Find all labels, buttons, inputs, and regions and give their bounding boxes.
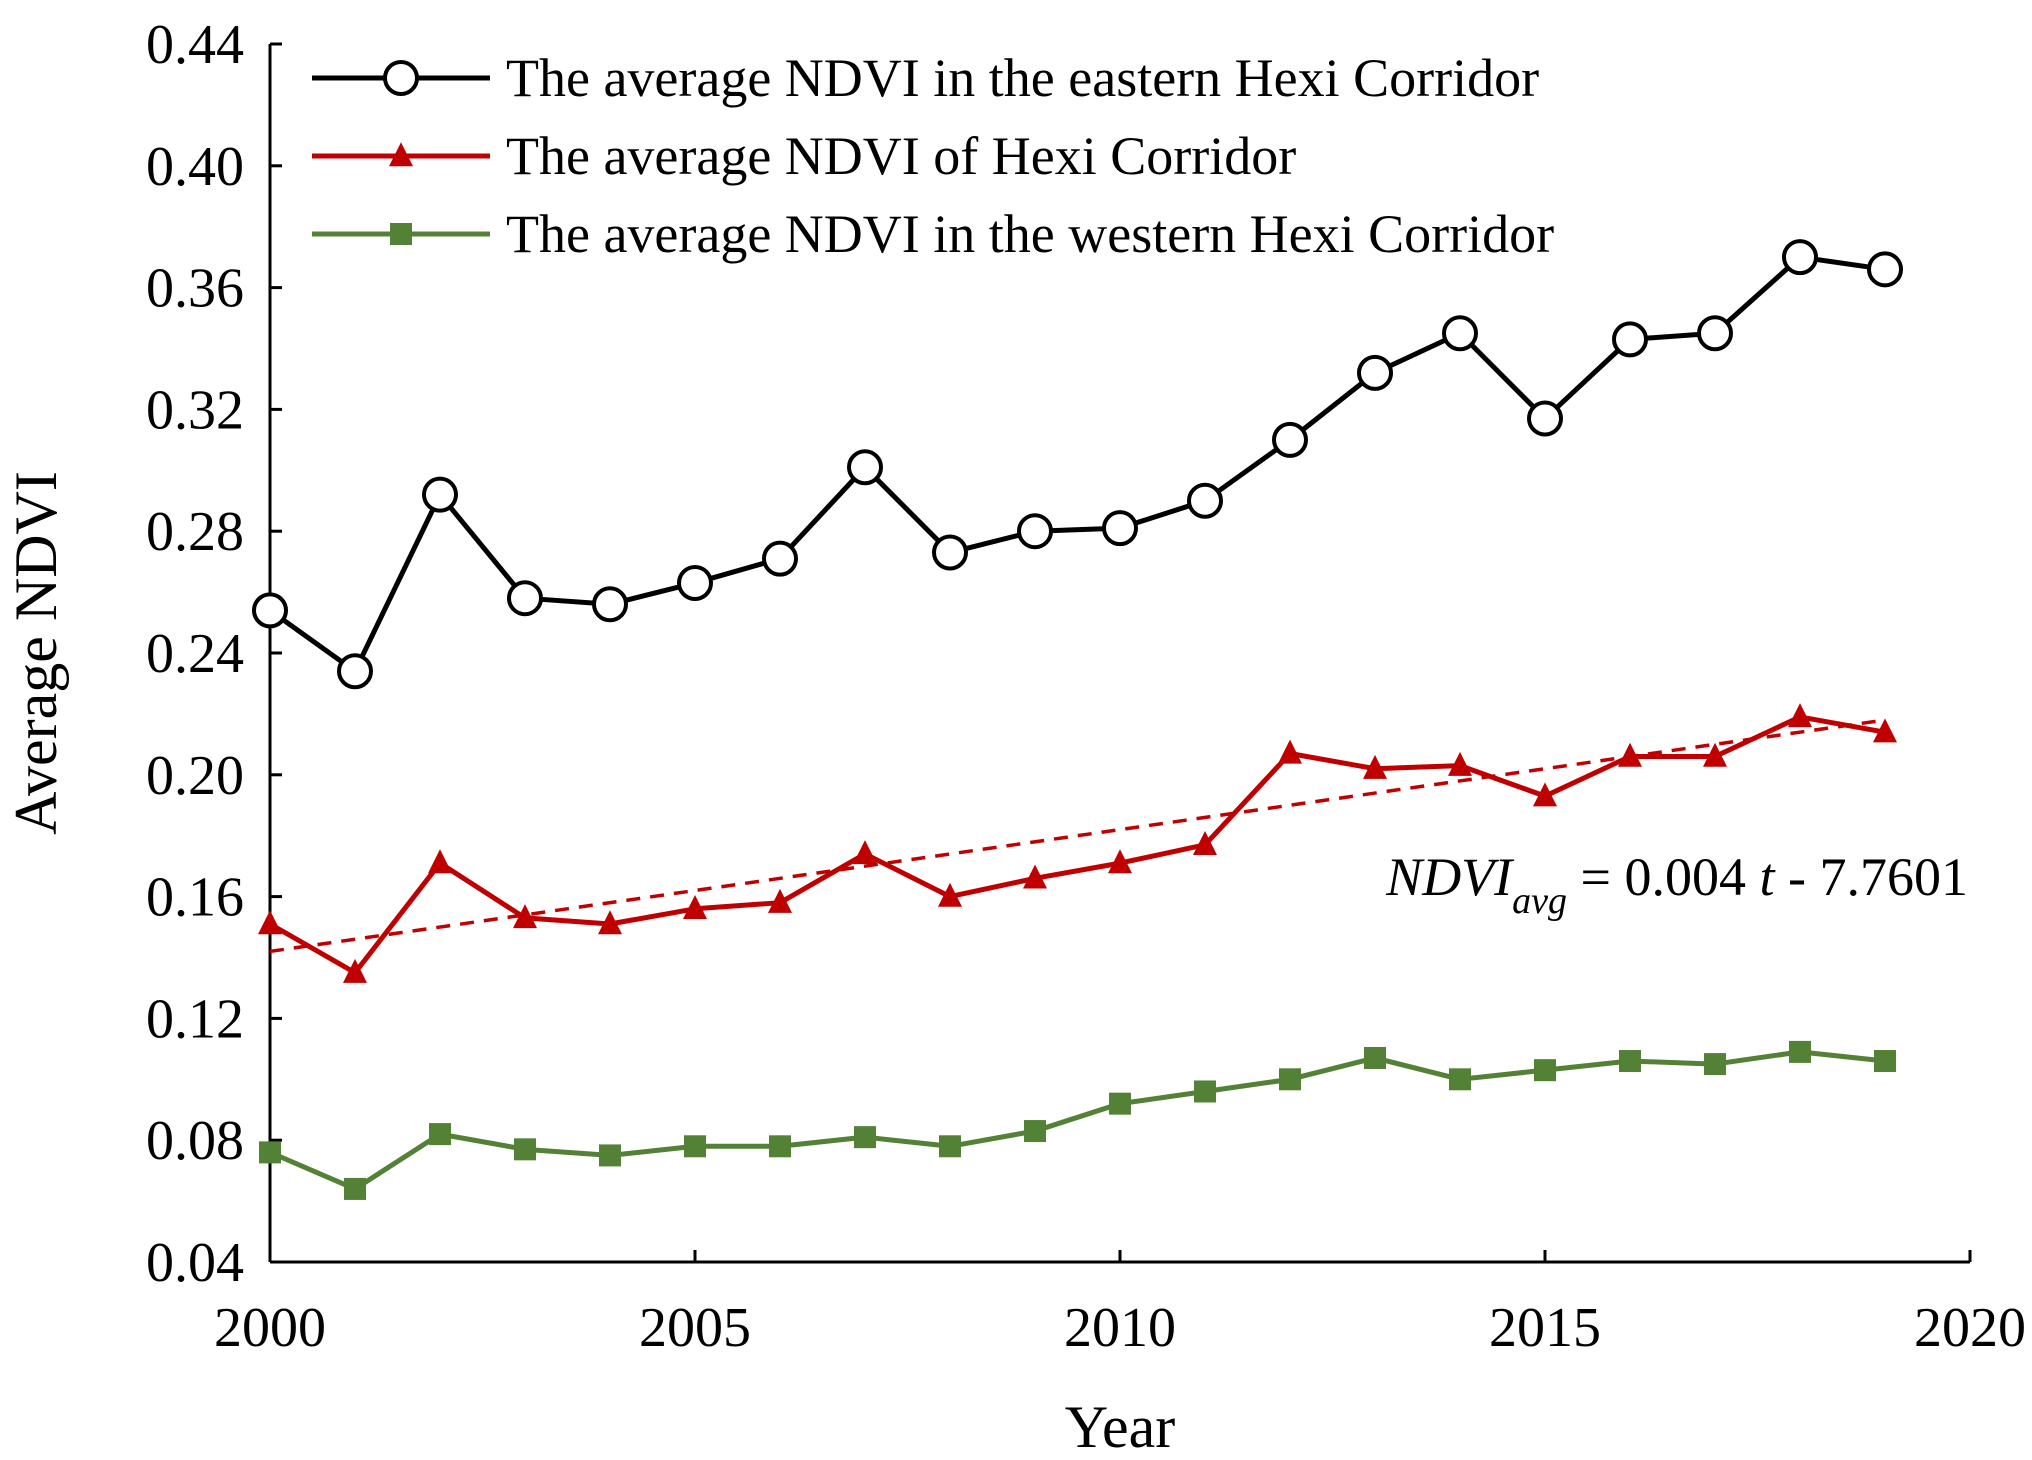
- equation-variable: t: [1760, 847, 1777, 907]
- data-point-western: [1194, 1080, 1216, 1103]
- data-point-western: [259, 1141, 281, 1164]
- equation-rhs-suffix: - 7.7601: [1775, 847, 1968, 907]
- y-tick-label: 0.20: [146, 745, 244, 807]
- y-tick-label: 0.44: [146, 14, 244, 76]
- data-point-hexi: [938, 882, 962, 907]
- data-point-hexi: [1108, 849, 1132, 874]
- data-point-hexi: [1533, 782, 1557, 807]
- y-axis-title: Average NDVI: [3, 471, 69, 835]
- legend: The average NDVI in the eastern Hexi Cor…: [312, 48, 1554, 264]
- x-tick-label: 2020: [1914, 1297, 2026, 1359]
- data-point-eastern: [337, 653, 373, 690]
- data-point-western: [1109, 1092, 1131, 1115]
- data-point-western: [769, 1135, 791, 1158]
- data-point-western: [939, 1135, 961, 1158]
- legend-marker-western: [390, 223, 412, 245]
- y-tick-label: 0.12: [146, 988, 244, 1050]
- data-point-hexi: [683, 894, 707, 919]
- y-tick-label: 0.32: [146, 379, 244, 441]
- data-point-hexi: [258, 910, 282, 935]
- x-tick-label: 2000: [214, 1297, 326, 1359]
- data-point-hexi: [853, 840, 877, 865]
- data-point-hexi: [513, 904, 537, 929]
- data-point-hexi: [1788, 703, 1812, 728]
- equation-rhs-prefix: = 0.004: [1567, 847, 1759, 907]
- data-point-eastern: [1187, 482, 1223, 519]
- data-point-hexi: [428, 849, 452, 874]
- equation-lhs: NDVI: [1385, 847, 1515, 907]
- trendline: [269, 718, 1886, 954]
- data-point-eastern: [592, 586, 628, 623]
- y-tick-label: 0.16: [146, 867, 244, 929]
- data-point-eastern: [677, 564, 713, 601]
- data-point-hexi: [1618, 742, 1642, 767]
- data-point-western: [1279, 1068, 1301, 1091]
- data-point-western: [1364, 1046, 1386, 1069]
- y-tick-label: 0.08: [146, 1110, 244, 1172]
- data-point-eastern: [252, 592, 288, 629]
- data-point-hexi: [343, 958, 367, 983]
- data-point-western: [1024, 1120, 1046, 1143]
- data-point-eastern: [507, 580, 543, 617]
- legend-marker-hexi: [389, 142, 413, 167]
- y-tick-label: 0.36: [146, 258, 244, 320]
- equation-lhs-subscript: avg: [1512, 880, 1567, 922]
- legend-label-eastern: The average NDVI in the eastern Hexi Cor…: [506, 48, 1539, 108]
- legend-label-hexi: The average NDVI of Hexi Corridor: [506, 126, 1296, 186]
- data-point-western: [1449, 1068, 1471, 1091]
- data-point-eastern: [1527, 400, 1563, 437]
- data-point-eastern: [1017, 513, 1053, 550]
- data-point-eastern: [932, 534, 968, 571]
- data-point-eastern: [1357, 354, 1393, 391]
- data-point-western: [854, 1126, 876, 1149]
- series-markers: [252, 239, 1903, 1200]
- x-tick-label: 2015: [1489, 1297, 1601, 1359]
- x-tick-label: 2005: [639, 1297, 751, 1359]
- y-tick-label: 0.24: [146, 623, 244, 685]
- legend-label-western: The average NDVI in the western Hexi Cor…: [506, 204, 1554, 264]
- series-lines: [268, 254, 1886, 1192]
- data-point-western: [1789, 1040, 1811, 1063]
- data-point-hexi: [1363, 754, 1387, 779]
- data-point-eastern: [1612, 321, 1648, 358]
- data-point-eastern: [847, 449, 883, 486]
- data-point-western: [1619, 1050, 1641, 1073]
- data-point-hexi: [1873, 718, 1897, 743]
- data-point-eastern: [1867, 251, 1903, 288]
- data-point-western: [514, 1138, 536, 1161]
- data-point-hexi: [1023, 864, 1047, 889]
- y-tick-label: 0.28: [146, 501, 244, 563]
- data-point-eastern: [1442, 315, 1478, 352]
- data-point-western: [1704, 1053, 1726, 1076]
- data-point-eastern: [1272, 421, 1308, 458]
- data-point-hexi: [768, 888, 792, 913]
- data-point-eastern: [762, 540, 798, 577]
- data-point-western: [1874, 1050, 1896, 1073]
- data-point-western: [344, 1177, 366, 1200]
- trendline-group: [269, 718, 1886, 954]
- x-axis-title: Year: [1065, 1394, 1176, 1460]
- data-point-western: [429, 1123, 451, 1146]
- data-point-eastern: [1697, 315, 1733, 352]
- data-point-hexi: [1193, 831, 1217, 856]
- data-point-eastern: [422, 476, 458, 513]
- series-line-western: [269, 1049, 1886, 1192]
- data-point-hexi: [1278, 739, 1302, 764]
- legend-marker-eastern: [383, 60, 419, 96]
- series-line-hexi: [268, 714, 1886, 976]
- trendline-equation: NDVIavg = 0.004 t - 7.7601: [1385, 847, 1968, 922]
- axes: 0.04 0.08 0.12 0.16 0.20 0.24 0.28 0.32 0.36 0.40…: [146, 14, 2026, 1359]
- data-point-western: [1534, 1059, 1556, 1082]
- y-tick-label: 0.04: [146, 1232, 244, 1294]
- data-point-hexi: [1448, 751, 1472, 776]
- data-point-eastern: [1782, 239, 1818, 276]
- data-point-eastern: [1102, 510, 1138, 547]
- data-point-hexi: [1703, 742, 1727, 767]
- data-point-hexi: [598, 910, 622, 935]
- x-tick-label: 2010: [1064, 1297, 1176, 1359]
- data-point-western: [599, 1144, 621, 1167]
- data-point-western: [684, 1135, 706, 1158]
- y-tick-label: 0.40: [146, 136, 244, 198]
